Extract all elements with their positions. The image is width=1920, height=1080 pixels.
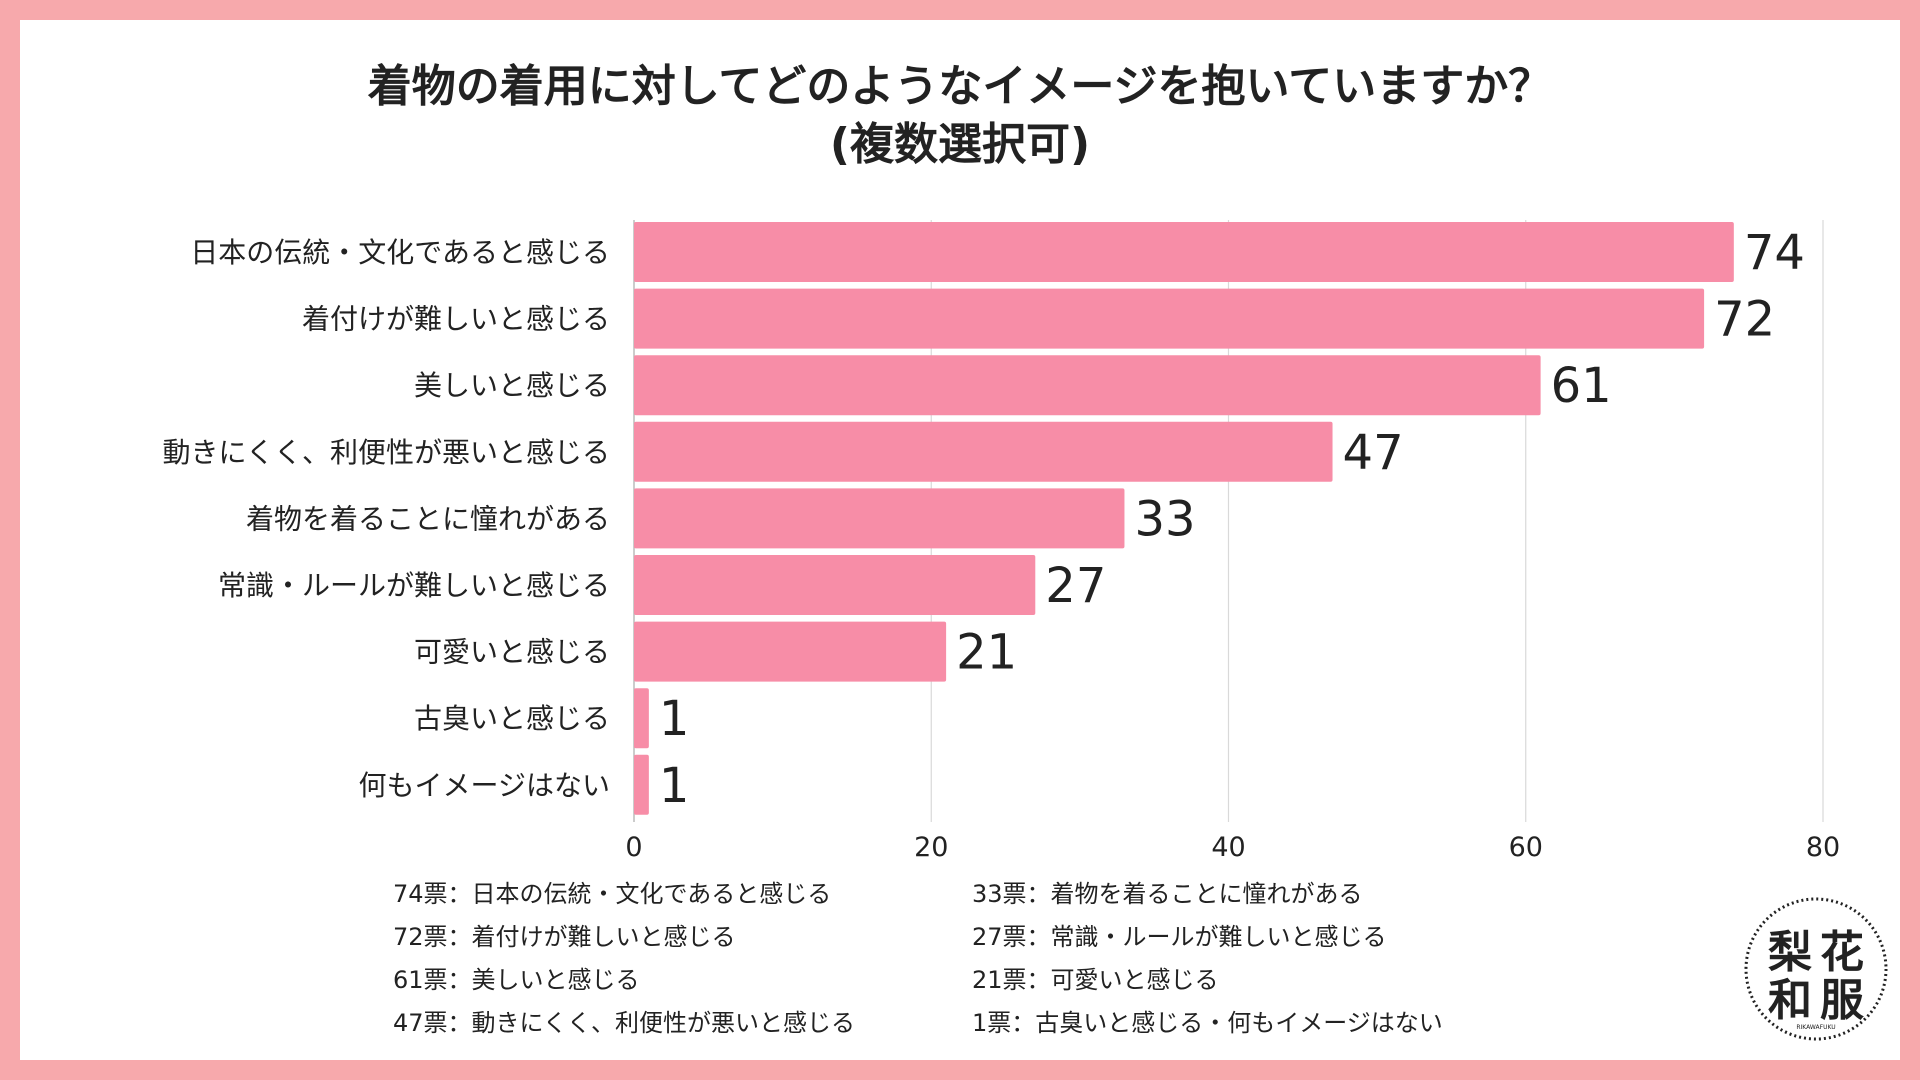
category-label: 常識・ルールが難しいと感じる [218,569,610,602]
bar [634,754,649,815]
category-label: 古臭いと感じる [414,702,610,735]
bar [634,222,1734,282]
logo-char-1: 梨 [1768,927,1812,978]
chart-subtitle: (複数選択可) [829,119,1091,170]
legend-left: 74票：日本の伝統・文化であると感じる 72票：着付けが難しいと感じる 61票：… [393,873,855,1045]
logo-caption: RIKAWAFUKU [1796,1024,1835,1031]
logo-char-2: 花 [1820,927,1864,978]
bar [634,555,1036,615]
x-tick-label: 0 [625,832,642,863]
data-label: 1 [659,758,690,814]
data-label: 47 [1343,425,1404,481]
legend-item: 61票：美しいと感じる [393,966,640,994]
legend-item: 21票：可愛いと感じる [972,966,1219,994]
category-label: 日本の伝統・文化であると感じる [190,236,610,269]
data-label: 27 [1045,558,1106,614]
data-label: 21 [956,625,1017,681]
data-label: 1 [659,691,690,747]
rikawafuku-logo: 梨 花 和 服 RIKAWAFUKU [1744,897,1888,1041]
category-label: 可愛いと感じる [414,636,610,669]
data-label: 72 [1714,292,1775,348]
chart-title-block: 着物の着用に対してどのようなイメージを抱いていますか？ (複数選択可) [0,58,1920,174]
legend-item: 33票：着物を着ることに憧れがある [972,880,1363,908]
legend-item: 47票：動きにくく、利便性が悪いと感じる [393,1009,856,1037]
bar [634,288,1705,349]
category-label: 着付けが難しいと感じる [302,303,610,336]
x-tick-label: 60 [1509,832,1543,863]
category-label: 動きにくく、利便性が悪いと感じる [163,436,610,469]
category-label: 着物を着ることに憧れがある [246,502,610,535]
logo-char-3: 和 [1768,975,1812,1026]
legend-item: 27票：常識・ルールが難しいと感じる [972,923,1387,951]
x-tick-label: 40 [1211,832,1245,863]
x-tick-label: 80 [1806,832,1840,863]
chart-title: 着物の着用に対してどのようなイメージを抱いていますか？ [367,61,1553,112]
category-label: 美しいと感じる [414,369,610,402]
bar [634,621,947,682]
data-label: 74 [1744,225,1805,281]
data-label: 61 [1551,358,1612,414]
legend-item: 72票：着付けが難しいと感じる [393,923,736,951]
bar [634,488,1125,549]
logo-ring [1744,897,1888,1041]
bar [634,688,649,749]
legend-item: 1票：古臭いと感じる・何もイメージはない [972,1009,1443,1037]
x-tick-label: 20 [914,832,948,863]
logo-char-4: 服 [1820,975,1864,1026]
legend-right: 33票：着物を着ることに憧れがある 27票：常識・ルールが難しいと感じる 21票… [972,873,1443,1045]
category-label: 何もイメージはない [359,769,610,802]
data-label: 33 [1134,491,1195,547]
bar [634,355,1541,416]
bar [634,421,1333,482]
legend-item: 74票：日本の伝統・文化であると感じる [393,880,832,908]
